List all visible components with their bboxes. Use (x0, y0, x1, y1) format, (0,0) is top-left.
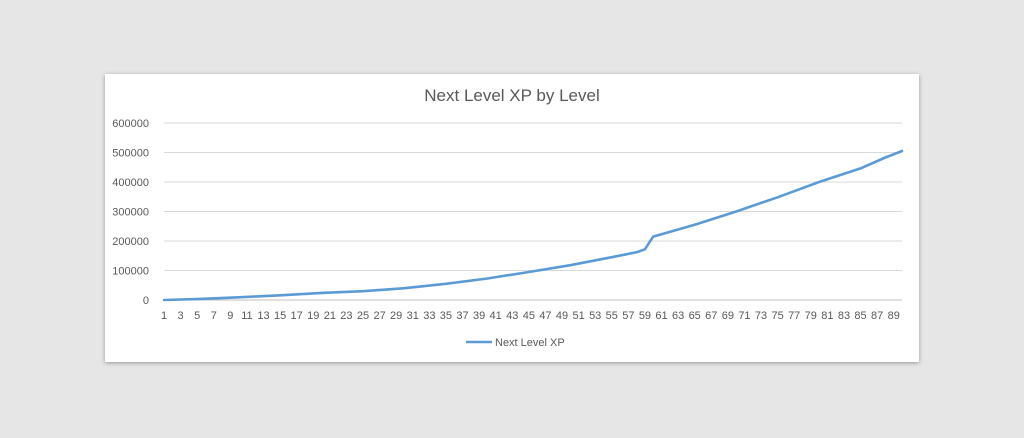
x-tick-label: 73 (755, 310, 767, 322)
data-point (610, 256, 613, 259)
data-point (569, 264, 572, 267)
data-point (320, 291, 323, 294)
data-point (196, 298, 199, 301)
x-tick-label: 49 (556, 310, 568, 322)
x-tick-label: 39 (473, 310, 485, 322)
x-tick-label: 17 (291, 310, 303, 322)
x-tick-label: 67 (705, 310, 717, 322)
x-tick-label: 57 (622, 310, 634, 322)
data-point (776, 196, 779, 199)
grid-layer (164, 122, 902, 301)
data-point (444, 282, 447, 285)
x-tick-label: 43 (506, 310, 518, 322)
series-layer (162, 149, 904, 302)
series-line-next-level-xp[interactable] (162, 149, 904, 302)
data-point (279, 294, 282, 297)
x-tick-label: 3 (178, 310, 184, 322)
x-tick-label: 69 (722, 310, 734, 322)
data-point (901, 150, 903, 153)
x-tick-label: 55 (606, 310, 618, 322)
x-tick-label: 59 (639, 310, 651, 322)
x-tick-label: 71 (738, 310, 750, 322)
y-tick-label: 500000 (112, 148, 149, 160)
y-tick-label: 100000 (112, 266, 149, 278)
x-tick-label: 87 (871, 310, 883, 322)
data-point (693, 223, 696, 226)
x-tick-label: 75 (771, 310, 783, 322)
data-point (237, 296, 240, 299)
x-tick-label: 25 (357, 310, 369, 322)
data-point (660, 233, 663, 236)
y-tick-label: 400000 (112, 177, 149, 189)
x-tick-label: 63 (672, 310, 684, 322)
x-tick-label: 61 (655, 310, 667, 322)
x-tick-label: 27 (373, 310, 385, 322)
x-tick-label: 81 (821, 310, 833, 322)
x-tick-label: 7 (211, 310, 217, 322)
x-tick-label: 5 (194, 310, 200, 322)
x-tick-label: 19 (307, 310, 319, 322)
data-point (527, 270, 530, 273)
chart-card: 0 100000 200000 300000 400000 500000 600000 1 3 5… (105, 74, 919, 362)
x-tick-label: 47 (539, 310, 551, 322)
data-point (818, 181, 821, 183)
x-tick-label: 9 (227, 310, 233, 322)
x-tick-label: 77 (788, 310, 800, 322)
data-point (643, 248, 646, 251)
x-tick-label: 51 (572, 310, 584, 322)
x-tick-label: 53 (589, 310, 601, 322)
y-tick-label: 300000 (112, 207, 149, 219)
x-tick-label: 13 (257, 310, 269, 322)
x-tick-label: 89 (888, 310, 900, 322)
x-tick-label: 1 (161, 310, 167, 322)
data-point (652, 235, 655, 238)
x-tick-label: 15 (274, 310, 286, 322)
x-tick-label: 11 (241, 310, 252, 322)
x-tick-label: 83 (838, 310, 850, 322)
data-point (403, 287, 406, 290)
data-point (735, 210, 738, 213)
x-tick-label: 29 (390, 310, 402, 322)
x-tick-label: 45 (523, 310, 535, 322)
data-point (859, 167, 862, 170)
chart-title: Next Level XP by Level (424, 86, 600, 105)
data-point (362, 290, 365, 293)
data-point (486, 277, 489, 280)
x-tick-label: 33 (423, 310, 435, 322)
x-tick-label: 31 (407, 310, 419, 322)
y-tick-label: 600000 (112, 118, 149, 130)
data-point (635, 251, 638, 254)
data-point (163, 299, 165, 301)
x-tick-label: 35 (440, 310, 452, 322)
x-tick-label: 21 (324, 310, 336, 322)
legend[interactable]: Next Level XP (466, 337, 565, 349)
y-tick-label: 200000 (112, 236, 149, 248)
x-tick-label: 65 (689, 310, 701, 322)
data-point (884, 156, 887, 159)
x-tick-label: 85 (854, 310, 866, 322)
x-tick-label: 37 (456, 310, 468, 322)
y-tick-label: 0 (143, 295, 149, 307)
x-tick-label: 23 (340, 310, 352, 322)
legend-label: Next Level XP (495, 337, 565, 349)
x-tick-label: 41 (490, 310, 502, 322)
x-tick-label: 79 (805, 310, 817, 322)
